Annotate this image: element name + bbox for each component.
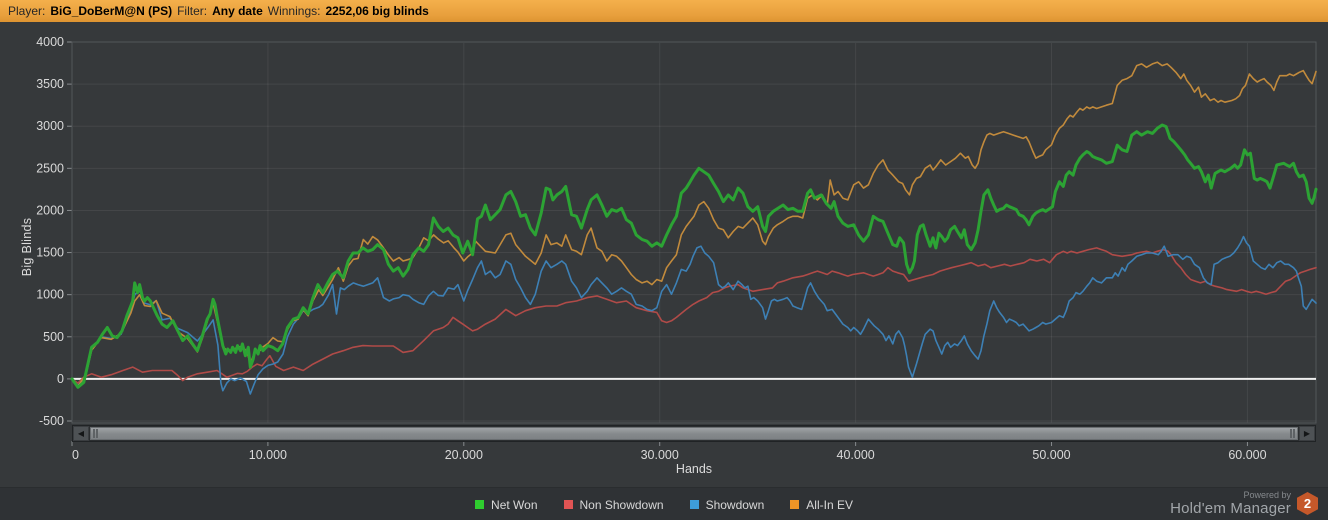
header-bar: Player: BiG_DoBerM@N (PS) Filter: Any date W…: [0, 0, 1328, 22]
x-axis-title: Hands: [675, 462, 713, 476]
y-tick-label: 1000: [36, 288, 64, 302]
powered-by-block: Powered by Hold'em Manager 2: [1170, 490, 1318, 517]
series-all-in-ev: [71, 61, 1317, 388]
y-axis-title: Big Blinds: [20, 217, 34, 277]
y-tick-label: 1500: [36, 246, 64, 260]
legend-swatch-icon: [475, 500, 485, 509]
legend-swatch-icon: [790, 500, 800, 509]
chart-canvas: 4000 3500 3000 2500 2000 1500 1000 500 0 -500 0 10.…: [36, 35, 1318, 462]
scroll-right-arrow-icon: ▶: [1303, 428, 1311, 438]
y-tick-label: 3500: [36, 77, 64, 91]
x-tick-label: 50.000: [1032, 448, 1070, 462]
legend-label: Net Won: [491, 497, 538, 512]
legend-swatch-icon: [689, 500, 699, 509]
x-tick-label: 0: [72, 448, 79, 462]
plot-border: [71, 41, 1317, 424]
scroll-left-button[interactable]: ◀: [73, 426, 89, 441]
y-tick-label: 500: [43, 330, 64, 344]
x-tick-label: 30.000: [641, 448, 679, 462]
y-tick-label: 2500: [36, 161, 64, 175]
legend-label: Showdown: [705, 497, 765, 512]
horizontal-scrollbar[interactable]: ◀ ▶: [72, 425, 1316, 442]
y-tick-label: 4000: [36, 35, 64, 49]
powered-by-label: Powered by: [1243, 490, 1291, 500]
legend-item-showdown[interactable]: Showdown: [689, 497, 765, 512]
y-tick-label: 3000: [36, 119, 64, 133]
filter-value[interactable]: Any date: [212, 4, 263, 18]
footer-bar: Net Won Non Showdown Showdown All-In EV Pow…: [0, 487, 1328, 520]
brand-name: Hold'em Manager: [1170, 500, 1291, 517]
thumb-left-grip-icon[interactable]: [93, 429, 98, 438]
series-non-showdown: [71, 247, 1317, 384]
scrollbar-thumb[interactable]: [90, 427, 1298, 440]
filter-label: Filter:: [177, 4, 208, 18]
scroll-left-arrow-icon: ◀: [77, 428, 85, 438]
legend-swatch-icon: [563, 500, 573, 509]
y-tick-label: 0: [57, 372, 64, 386]
winnings-value: 2252,06 big blinds: [325, 4, 429, 18]
series-net-won: [70, 123, 1318, 389]
y-tick-label: 2000: [36, 203, 64, 217]
x-tick-label: 20.000: [445, 448, 483, 462]
legend-item-all-in-ev[interactable]: All-In EV: [790, 498, 853, 512]
thumb-right-grip-icon[interactable]: [1290, 429, 1295, 438]
x-tick-label: 10.000: [249, 448, 287, 462]
x-tick-label: 60.000: [1228, 448, 1266, 462]
chart-legend: Net Won Non Showdown Showdown All-In EV: [0, 488, 1328, 520]
y-tick-label: -500: [39, 414, 64, 428]
legend-item-net-won[interactable]: Net Won: [475, 497, 538, 512]
chart-area: 4000 3500 3000 2500 2000 1500 1000 500 0 -500 0 10.…: [0, 22, 1328, 487]
x-tick-label: 40.000: [837, 448, 875, 462]
brand-badge-icon: 2: [1297, 492, 1318, 515]
player-label: Player:: [8, 4, 46, 18]
scroll-right-button[interactable]: ▶: [1299, 426, 1315, 441]
winnings-label: Winnings:: [267, 4, 321, 18]
legend-label: Non Showdown: [579, 497, 664, 512]
player-value: BiG_DoBerM@N (PS): [50, 4, 173, 18]
legend-item-non-showdown[interactable]: Non Showdown: [563, 497, 664, 512]
legend-label: All-In EV: [806, 497, 853, 512]
series-showdown: [71, 235, 1317, 395]
